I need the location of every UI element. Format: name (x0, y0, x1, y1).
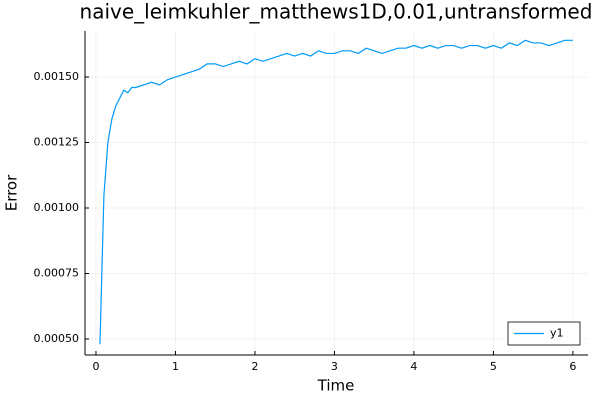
x-tick-label: 5 (490, 360, 497, 373)
y-tick-label: 0.00075 (34, 267, 80, 280)
y-tick-label: 0.00125 (34, 136, 80, 149)
chart-title: naive_leimkuhler_matthews1D,0.01,untrans… (80, 0, 593, 24)
legend-label: y1 (550, 327, 564, 340)
x-tick-label: 1 (172, 360, 179, 373)
y-tick-label: 0.00100 (34, 201, 80, 214)
x-tick-label: 3 (331, 360, 338, 373)
line (99, 39, 573, 345)
y-axis-label: Error (3, 174, 21, 211)
x-axis-label: Time (317, 377, 355, 395)
x-tick-label: 0 (92, 360, 99, 373)
x-tick-label: 2 (251, 360, 258, 373)
x-tick-label: 6 (569, 360, 576, 373)
y-tick-label: 0.00150 (34, 70, 80, 83)
y-tick-label: 0.00050 (34, 332, 80, 345)
x-tick-label: 4 (410, 360, 417, 373)
